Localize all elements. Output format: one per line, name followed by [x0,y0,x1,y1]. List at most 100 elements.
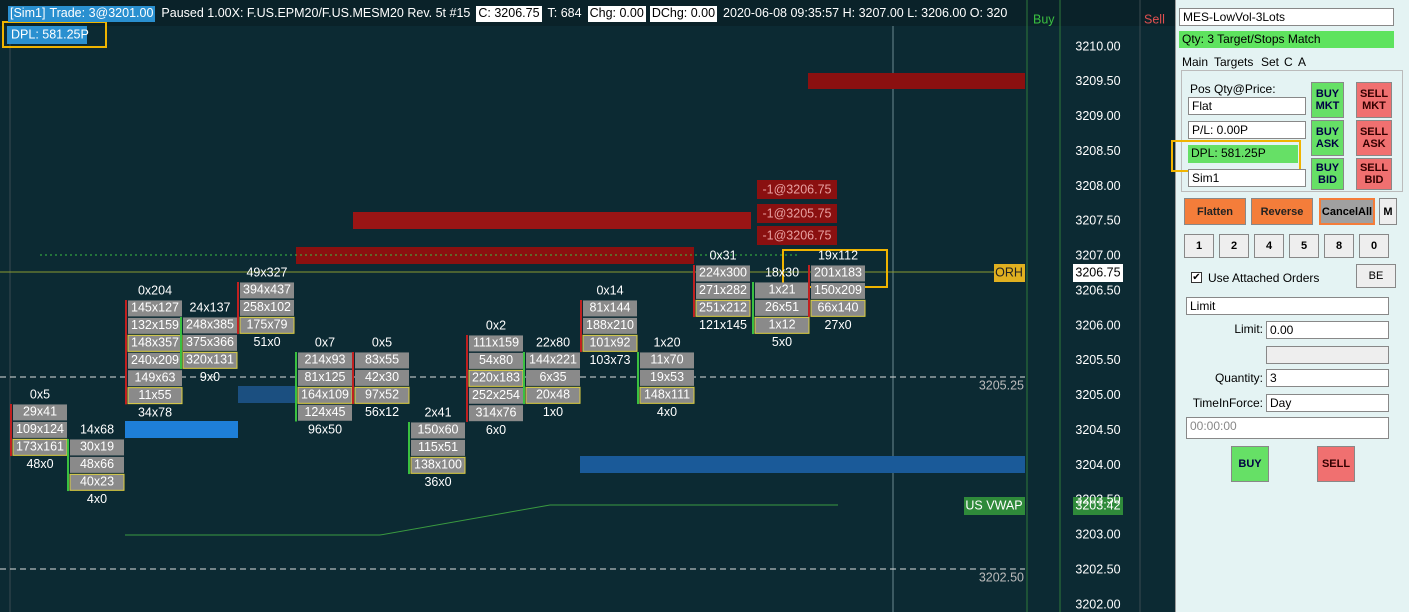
cell-bg [811,282,865,299]
cell-bg [755,299,809,316]
price-label: 3210.00 [1075,39,1120,53]
sell-mkt[interactable]: SELL MKT [1356,82,1392,118]
cell-bg [70,439,124,456]
attached-label: Use Attached Orders [1208,271,1320,285]
vwap-label: US VWAP [965,498,1022,512]
footprint-cell: 29x41 [23,405,57,419]
account-select[interactable]: Sim1 [1188,169,1306,187]
strategy-select[interactable]: MES-LowVol-3Lots [1179,8,1394,26]
order-type[interactable]: Limit [1186,297,1389,315]
footprint-cell: 11x55 [138,388,171,402]
footprint-cell: 36x0 [424,475,451,489]
footprint-cell: 49x327 [246,265,287,279]
status-background [0,0,1175,26]
tab[interactable]: Main [1182,55,1209,69]
buy-bid[interactable]: BUY BID [1311,158,1344,190]
footprint-cell: 0x204 [138,283,172,297]
price-label: 3209.50 [1075,74,1120,88]
footprint-cell: 271x282 [699,283,747,297]
vwap-bg [964,497,1025,515]
footprint-cell: 54x80 [479,353,513,367]
flatten[interactable]: Flatten [1184,198,1246,225]
cell-bg [127,387,183,405]
depth-bar [353,212,751,229]
tif-value[interactable]: Day [1266,394,1389,412]
buy-button[interactable]: BUY [1231,446,1269,482]
qty-button[interactable]: 0 [1359,234,1389,258]
tab[interactable]: Targets [1214,55,1254,69]
tab[interactable]: Set [1261,55,1280,69]
qty-button[interactable]: 2 [1219,234,1249,258]
footprint-cell: 1x12 [768,318,795,332]
footprint-cell: 320x131 [186,353,234,367]
cell-bg [639,386,695,404]
price-label: 3202.50 [1075,562,1120,576]
cell-bg [128,317,182,334]
price-label: 3208.00 [1075,179,1120,193]
qty-button[interactable]: 4 [1254,234,1284,258]
buy-mkt[interactable]: BUY MKT [1311,82,1344,118]
cell-bg [696,265,750,282]
tab[interactable]: C [1284,55,1293,69]
price-label: 3207.50 [1075,214,1120,228]
footprint-cell: 148x111 [644,388,690,402]
sell-bid[interactable]: SELL BID [1356,158,1392,190]
price-label: 3206.00 [1075,318,1120,332]
footprint-cell: 101x92 [589,336,630,350]
footprint-cell: 188x210 [586,318,634,332]
footprint-cell: 48x0 [26,457,53,471]
change: Chg: 0.00 [587,6,646,22]
price-label: 3204.50 [1075,423,1120,437]
level-label: 3205.25 [979,378,1024,392]
footprint-cell: 0x5 [30,387,50,401]
be-button[interactable]: BE [1356,264,1396,288]
footprint-cell: 6x0 [486,423,506,437]
order-bg [757,226,837,245]
qty-button[interactable]: 5 [1289,234,1319,258]
last-price-bg [1073,264,1123,282]
buy-ask[interactable]: BUY ASK [1311,120,1344,156]
footprint-cell: 30x19 [80,440,114,454]
footprint-cell: 24x137 [189,300,230,314]
price-label: 3209.00 [1075,109,1120,123]
footprint-cell: 132x159 [131,318,179,332]
footprint-cell: 252x254 [472,388,520,402]
checkbox[interactable]: ✔ [1191,272,1202,283]
quantity-value[interactable]: 3 [1266,369,1389,387]
tab[interactable]: A [1298,55,1307,69]
qty-button[interactable]: 1 [1184,234,1214,258]
pos-label: Pos Qty@Price: [1190,82,1276,96]
footprint-cell: 258x102 [243,300,291,314]
price-label: 3203.00 [1075,528,1120,542]
order-label: -1@3205.75 [763,206,832,220]
vwap-price-bg [1073,497,1123,515]
limit-value[interactable]: 0.00 [1266,321,1389,339]
buy-label: Buy [1033,12,1055,26]
sell-label: Sell [1144,12,1165,26]
footprint-cell: 394x437 [243,283,291,297]
footprint-cell: 248x385 [186,318,234,332]
footprint-cell: 1x0 [543,405,563,419]
blank-select[interactable] [1266,346,1389,364]
reverse[interactable]: Reverse [1251,198,1313,225]
cancel-all[interactable]: CancelAll [1319,198,1375,225]
footprint-cell: 201x183 [814,266,862,280]
sell-ask[interactable]: SELL ASK [1356,120,1392,156]
m-button[interactable]: M [1379,198,1397,225]
footprint-cell: 124x45 [304,405,345,419]
qty-button[interactable]: 8 [1324,234,1354,258]
cell-bg [240,299,294,316]
footprint-cell: 22x80 [536,335,570,349]
cell-bg [525,386,581,404]
sell-button[interactable]: SELL [1317,446,1355,482]
close: C: 3206.75 [476,6,542,22]
footprint-cell: 144x221 [529,353,577,367]
depth-bar [238,386,296,403]
orh-bg [994,264,1025,282]
cell-bg [582,334,638,352]
footprint-cell: 1x20 [653,335,680,349]
cell-bg [469,335,523,352]
position: Flat [1188,97,1306,115]
vwap-price: 3203.42 [1075,498,1120,512]
